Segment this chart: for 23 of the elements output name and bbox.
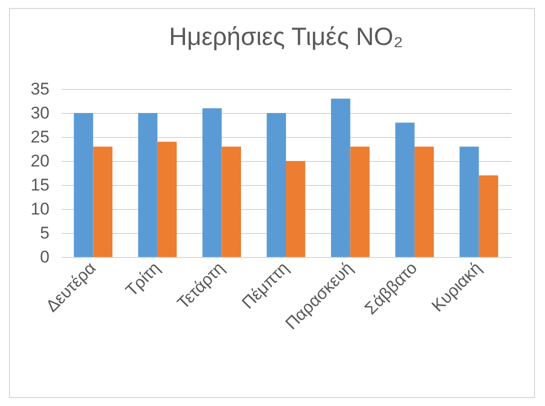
bar [478, 175, 498, 257]
bar [138, 113, 158, 257]
bar [331, 98, 350, 257]
bar [395, 122, 415, 257]
y-tick-label: 10 [30, 200, 50, 218]
bar [157, 142, 177, 257]
bar [93, 146, 112, 257]
bar [460, 146, 479, 257]
y-tick-label: 30 [30, 104, 50, 122]
bar [414, 146, 434, 257]
bar [74, 113, 94, 257]
bar [222, 146, 241, 257]
bar [286, 161, 306, 257]
y-tick-label: 0 [40, 248, 50, 266]
y-tick-label: 20 [30, 152, 50, 170]
bar [202, 108, 222, 257]
y-tick-label: 5 [40, 224, 50, 242]
y-tick-label: 25 [30, 128, 50, 146]
chart-title: Ημερήσιες Τιμές NO₂ [168, 23, 404, 51]
y-tick-label: 15 [30, 176, 50, 194]
y-tick-label: 35 [30, 80, 50, 98]
bar [266, 113, 286, 257]
bar [350, 146, 370, 257]
